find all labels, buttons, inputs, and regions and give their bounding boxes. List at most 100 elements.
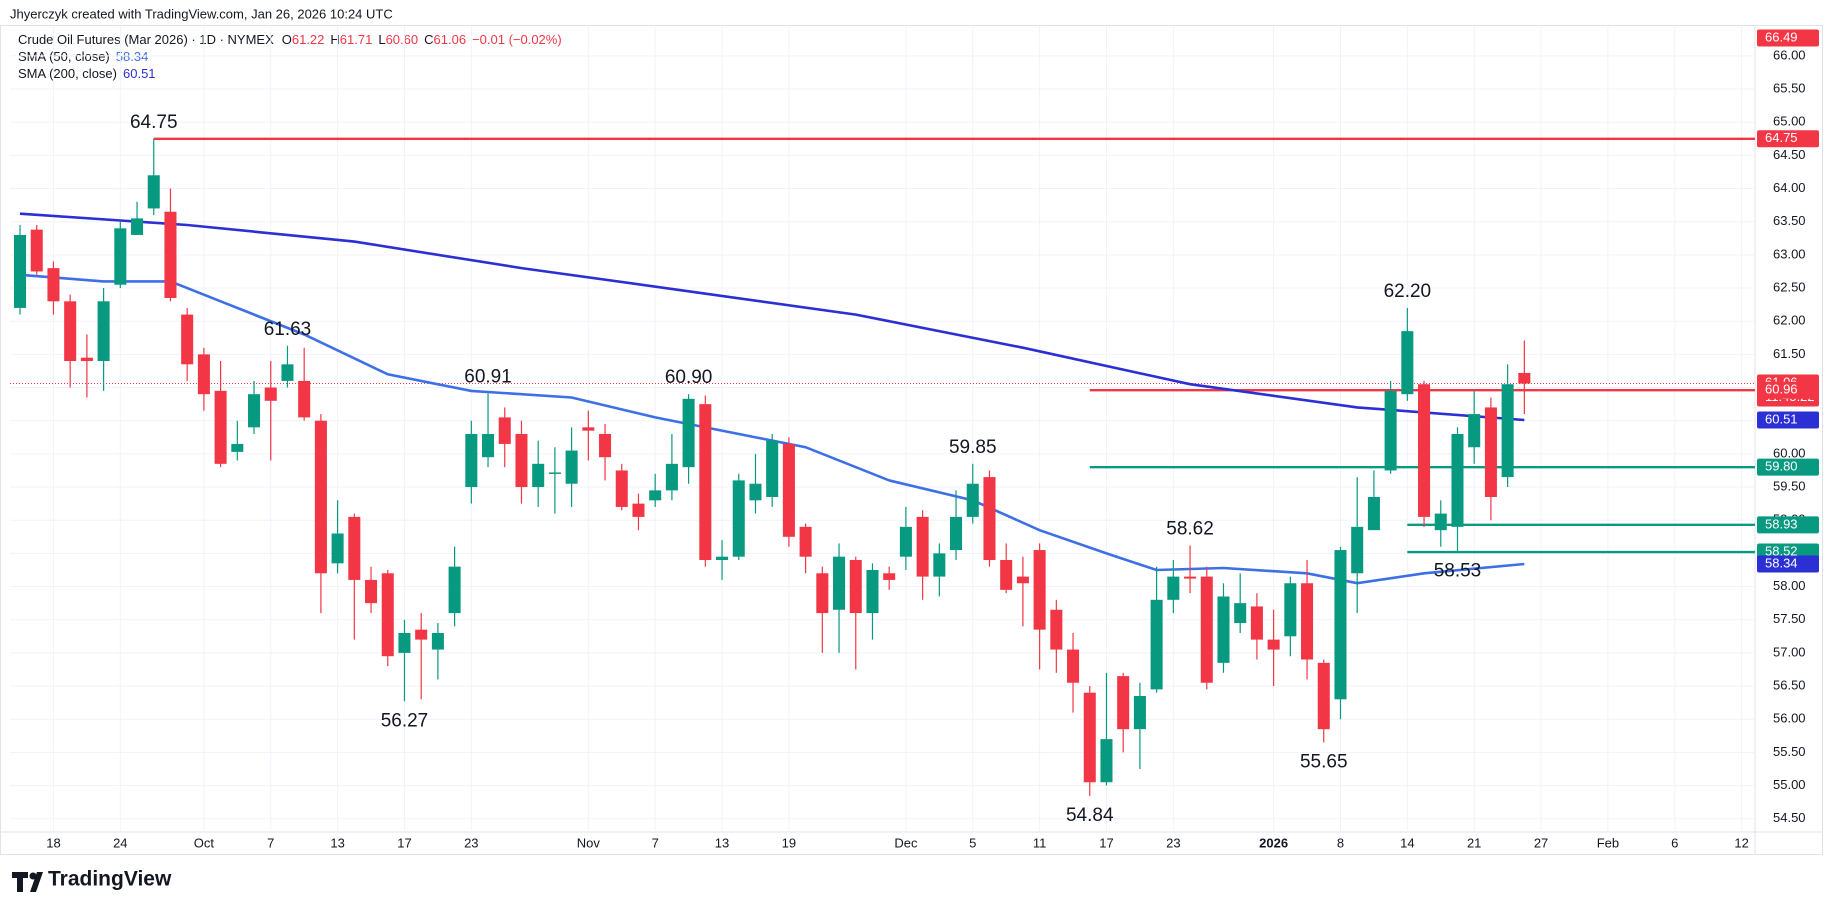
candle-body: [231, 443, 244, 452]
y-tick-label: 66.00: [1773, 47, 1806, 62]
logo-dot: [29, 872, 37, 880]
candle-body: [415, 629, 428, 640]
candle-body: [1451, 433, 1464, 527]
x-tick-label: 2026: [1259, 835, 1288, 850]
price-annotation: 60.91: [464, 367, 512, 388]
y-tick-label: 56.00: [1773, 711, 1806, 726]
x-tick-label: 23: [464, 835, 478, 850]
x-tick-label: Oct: [194, 835, 215, 850]
price-tag-label: 60.51: [1765, 411, 1798, 426]
candle-body: [716, 556, 729, 561]
sma-line: [19, 212, 1525, 422]
y-tick-label: 54.50: [1773, 810, 1806, 825]
candle-body: [983, 477, 996, 561]
price-tag: [1757, 555, 1819, 573]
candle-body: [1200, 576, 1213, 683]
candle-body: [1434, 513, 1447, 531]
candle-body: [1016, 576, 1029, 584]
candle-body: [1301, 583, 1314, 660]
price-tag: [1757, 516, 1819, 534]
y-tick-label: 64.50: [1773, 147, 1806, 162]
candle-body: [615, 470, 628, 507]
y-tick-label: 59.50: [1773, 478, 1806, 493]
ohlc-value: 60.60: [386, 32, 419, 47]
candle-body: [833, 556, 846, 610]
sma-name: SMA (200, close): [18, 66, 117, 81]
candle-body: [214, 390, 227, 464]
candle-body: [1484, 407, 1497, 497]
candle-body: [1217, 596, 1230, 663]
y-tick-label: 63.00: [1773, 246, 1806, 261]
candle-body: [181, 314, 194, 365]
x-tick-label: 13: [715, 835, 729, 850]
candle-body: [248, 394, 261, 428]
candle-body: [1267, 639, 1280, 650]
candle-body: [1317, 662, 1330, 730]
y-tick-label: 63.50: [1773, 213, 1806, 228]
legend-row: SMA (50, close) 58.34: [18, 49, 148, 64]
candle-body: [1150, 599, 1163, 690]
candle-body: [381, 573, 394, 657]
candle-body: [1401, 331, 1414, 395]
x-tick-label: 7: [652, 835, 659, 850]
candle-body: [1067, 649, 1080, 683]
price-tag-label: 66.49: [1765, 29, 1798, 44]
ohlc-key: H: [330, 32, 339, 47]
candle-body: [782, 443, 795, 537]
candle-body: [515, 433, 528, 488]
x-tick-label: 8: [1337, 835, 1344, 850]
candle-body: [314, 420, 327, 574]
x-tick-label: 17: [1099, 835, 1113, 850]
logo: TradingView: [12, 868, 172, 892]
x-tick-label: 12: [1734, 835, 1748, 850]
candle-body: [1083, 692, 1096, 783]
candle-body: [665, 463, 678, 491]
y-tick-label: 58.00: [1773, 578, 1806, 593]
x-tick-label: 18: [46, 835, 60, 850]
ohlc-key: C: [424, 32, 433, 47]
price-tag-label: 60.96: [1765, 382, 1798, 397]
candle-body: [950, 516, 963, 551]
candle-body: [582, 427, 595, 431]
symbol: Crude Oil Futures (Mar 2026) · 1D · NYME…: [18, 32, 274, 47]
candle-body: [398, 632, 411, 653]
x-tick-label: 17: [397, 835, 411, 850]
candle-body: [1000, 560, 1013, 590]
candle-body: [899, 526, 912, 557]
candle-body: [14, 234, 27, 308]
legend-row: Crude Oil Futures (Mar 2026) · 1D · NYME…: [18, 32, 562, 47]
ohlc-key: O: [282, 32, 292, 47]
candle-body: [147, 175, 160, 209]
candle-body: [348, 516, 361, 580]
legend: Crude Oil Futures (Mar 2026) · 1D · NYME…: [18, 32, 562, 81]
candle-body: [749, 483, 762, 501]
candle-body: [649, 490, 662, 501]
y-tick-label: 57.00: [1773, 644, 1806, 659]
candle-body: [548, 472, 561, 474]
x-tick-label: 24: [113, 835, 127, 850]
price-tag-label: 58.93: [1765, 516, 1798, 531]
price-tag: [1757, 458, 1819, 476]
candle-body: [1133, 696, 1146, 730]
candle-body: [816, 573, 829, 614]
candle-body: [97, 301, 110, 362]
candle-body: [1367, 496, 1380, 531]
ohlc-value: 61.06: [434, 32, 467, 47]
price-annotation: 62.20: [1384, 281, 1432, 302]
candle-body: [465, 433, 478, 488]
price-tag: [1757, 130, 1819, 148]
candle-body: [1234, 603, 1247, 624]
candle-body: [1033, 550, 1046, 630]
price-annotation: 60.90: [665, 367, 713, 388]
plot-frame: [0, 25, 1823, 855]
candle-body: [64, 301, 77, 362]
candle-body: [1518, 372, 1531, 384]
ohlc-value: 61.22: [292, 32, 325, 47]
candle-body: [866, 569, 879, 614]
candle-body: [1250, 606, 1263, 640]
candle-body: [47, 268, 60, 302]
candle-body: [565, 450, 578, 484]
